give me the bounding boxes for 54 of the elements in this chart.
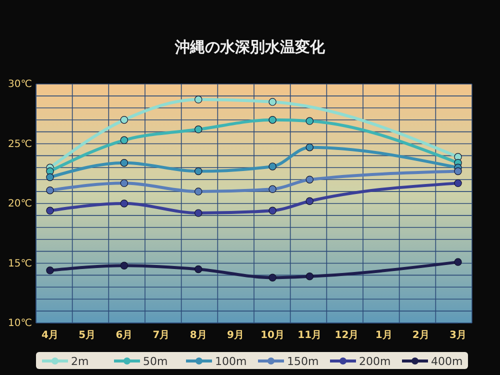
point bbox=[120, 179, 128, 188]
legend-label: 400m bbox=[431, 355, 463, 368]
point bbox=[306, 176, 314, 184]
x-tick-label: 11月 bbox=[298, 330, 322, 342]
x-tick-label: 5月 bbox=[78, 330, 96, 342]
point bbox=[46, 173, 54, 182]
point bbox=[268, 274, 276, 282]
x-tick-label: 8月 bbox=[190, 330, 207, 342]
x-tick-label: 3月 bbox=[450, 330, 466, 342]
x-tick-label: 7月 bbox=[152, 330, 170, 342]
chart-title: 沖縄の水深別水温変化 bbox=[174, 38, 326, 56]
legend-label: 150m bbox=[287, 355, 319, 368]
x-tick-label: 6月 bbox=[116, 330, 133, 342]
point bbox=[194, 126, 202, 134]
y-tick-label: 20℃ bbox=[8, 198, 32, 210]
point bbox=[306, 197, 314, 205]
y-tick-label: 10℃ bbox=[8, 318, 32, 330]
y-tick-label: 25℃ bbox=[8, 138, 32, 150]
legend-label: 50m bbox=[143, 355, 168, 368]
point bbox=[306, 272, 314, 280]
y-tick-label: 30℃ bbox=[8, 79, 32, 90]
point bbox=[306, 117, 314, 125]
point bbox=[194, 209, 202, 217]
point bbox=[194, 265, 202, 274]
point bbox=[120, 200, 128, 208]
x-tick-label: 2月 bbox=[412, 330, 430, 342]
point bbox=[46, 186, 54, 194]
x-tick-label: 9月 bbox=[226, 330, 244, 342]
point bbox=[454, 258, 462, 266]
point bbox=[268, 206, 276, 215]
point bbox=[268, 98, 276, 106]
point bbox=[120, 262, 128, 270]
x-tick-label: 1月 bbox=[375, 330, 392, 342]
point bbox=[120, 116, 128, 124]
x-tick-label: 4月 bbox=[42, 330, 58, 342]
point bbox=[268, 162, 276, 170]
point bbox=[306, 143, 314, 152]
point bbox=[120, 159, 128, 167]
point bbox=[194, 167, 202, 176]
x-tick-label: 12月 bbox=[334, 330, 359, 342]
point bbox=[46, 206, 54, 215]
point bbox=[194, 96, 202, 104]
point bbox=[194, 188, 202, 196]
point bbox=[46, 266, 54, 274]
point bbox=[268, 116, 276, 124]
x-tick-label: 10月 bbox=[260, 330, 285, 342]
point bbox=[268, 185, 276, 194]
point bbox=[454, 179, 462, 188]
point bbox=[120, 136, 128, 144]
legend-label: 200m bbox=[359, 355, 391, 368]
legend-label: 100m bbox=[215, 355, 247, 368]
y-tick-label: 15℃ bbox=[8, 258, 32, 270]
legend-label: 2m bbox=[71, 355, 89, 368]
point bbox=[454, 167, 462, 176]
